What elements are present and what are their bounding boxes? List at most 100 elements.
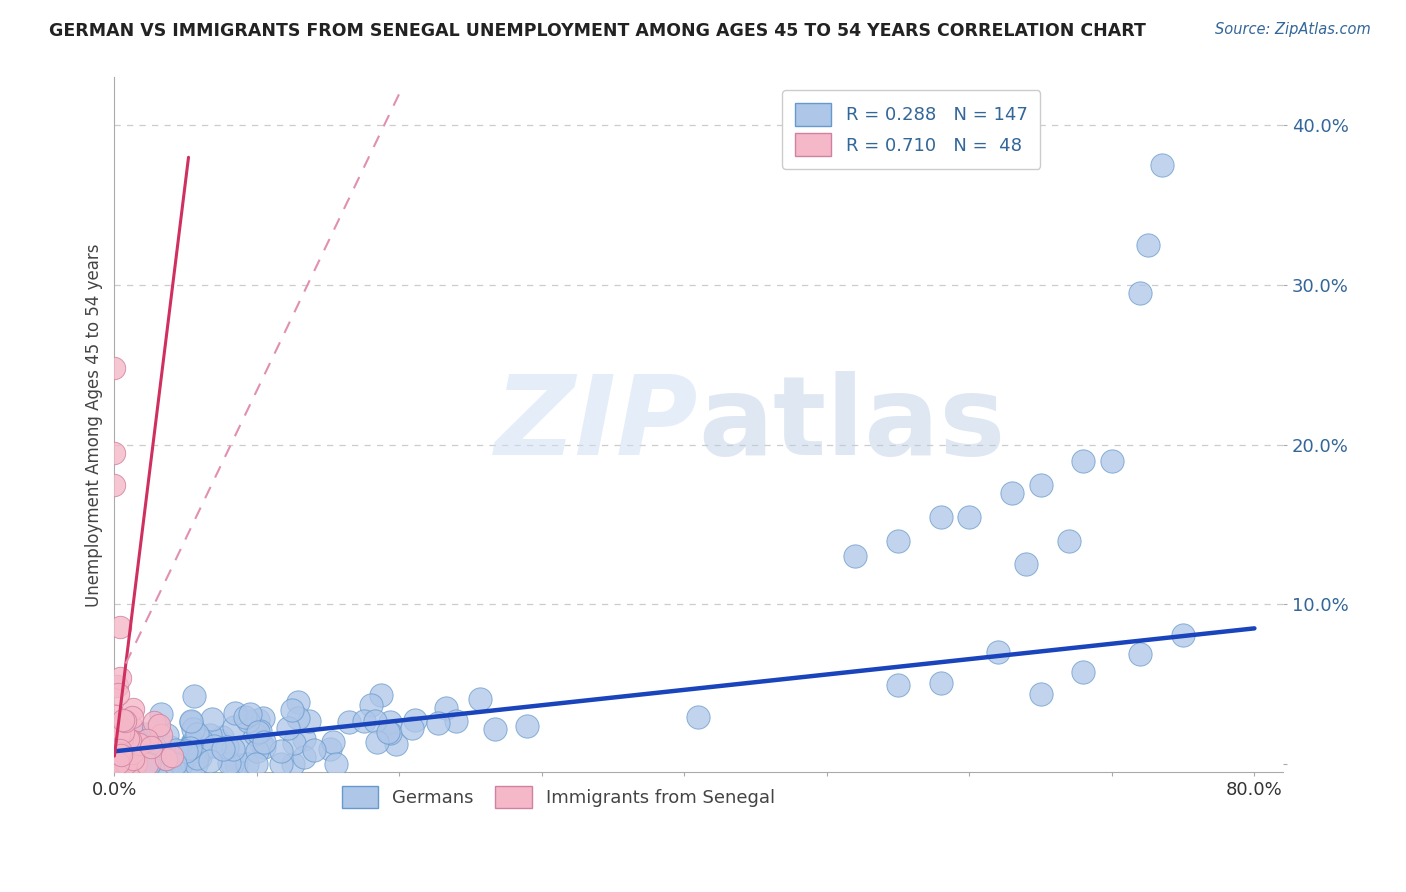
Point [470,692,492,706]
Point [122,757,145,772]
Point [287,711,309,725]
Point [110,746,132,760]
Point [148,747,170,762]
Point [156,728,179,742]
Point [150,728,173,742]
Point [198,755,221,769]
Point [353,714,375,728]
Point [302,743,325,757]
Point [142,714,165,729]
Point [181,756,204,771]
Text: Source: ZipAtlas.com: Source: ZipAtlas.com [1215,22,1371,37]
Point [112,725,135,739]
Point [125,757,148,772]
Point [221,757,243,772]
Point [245,757,267,772]
Point [844,549,866,564]
Point [325,757,347,772]
Point [108,727,131,741]
Point [215,740,238,755]
Point [1129,648,1152,662]
Point [298,714,321,728]
Point [929,676,952,690]
Point [186,757,208,772]
Point [112,713,135,727]
Point [174,744,197,758]
Point [384,737,406,751]
Point [131,735,153,749]
Point [377,724,399,739]
Point [1001,485,1024,500]
Point [202,739,225,753]
Point [112,741,135,756]
Point [174,747,197,762]
Point [125,745,148,759]
Point [252,735,274,749]
Point [138,757,160,772]
Point [987,645,1010,659]
Point [292,750,315,764]
Point [114,714,136,728]
Point [1136,238,1159,252]
Point [153,751,176,765]
Point [143,739,166,753]
Point [125,739,148,753]
Point [378,725,401,739]
Point [173,750,195,764]
Point [103,361,125,376]
Point [232,742,254,756]
Point [281,704,304,718]
Point [181,722,204,736]
Point [427,715,450,730]
Point [218,756,240,770]
Point [190,733,212,747]
Point [176,749,198,764]
Point [114,733,136,747]
Point [1057,533,1080,548]
Point [186,751,208,765]
Point [318,741,340,756]
Point [245,727,267,741]
Text: GERMAN VS IMMIGRANTS FROM SENEGAL UNEMPLOYMENT AMONG AGES 45 TO 54 YEARS CORRELA: GERMAN VS IMMIGRANTS FROM SENEGAL UNEMPL… [49,22,1146,40]
Point [146,720,169,734]
Text: atlas: atlas [699,371,1007,478]
Point [224,720,246,734]
Point [108,671,131,685]
Point [160,749,183,764]
Point [132,726,155,740]
Point [179,741,201,756]
Point [117,757,139,772]
Point [124,757,146,772]
Point [1101,453,1123,467]
Legend: Germans, Immigrants from Senegal: Germans, Immigrants from Senegal [335,779,782,815]
Point [121,746,143,760]
Point [238,706,260,721]
Point [114,748,136,763]
Point [136,757,159,772]
Point [233,710,256,724]
Point [190,744,212,758]
Point [200,712,222,726]
Point [114,756,136,771]
Point [157,757,180,772]
Point [887,533,910,548]
Point [170,757,193,772]
Point [139,740,162,755]
Point [380,715,402,730]
Point [957,509,980,524]
Point [108,619,131,633]
Point [292,731,315,746]
Point [136,757,159,772]
Point [364,714,387,728]
Point [169,753,191,767]
Point [111,731,134,745]
Point [124,743,146,757]
Point [180,714,202,729]
Point [200,727,222,741]
Point [181,738,204,752]
Point [186,727,208,741]
Point [180,736,202,750]
Point [322,735,344,749]
Point [444,714,467,728]
Point [1150,158,1173,172]
